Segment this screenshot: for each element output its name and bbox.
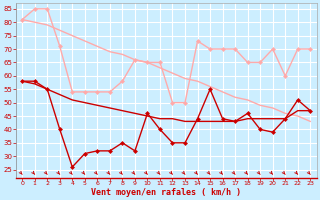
X-axis label: Vent moyen/en rafales ( km/h ): Vent moyen/en rafales ( km/h )	[91, 188, 241, 197]
